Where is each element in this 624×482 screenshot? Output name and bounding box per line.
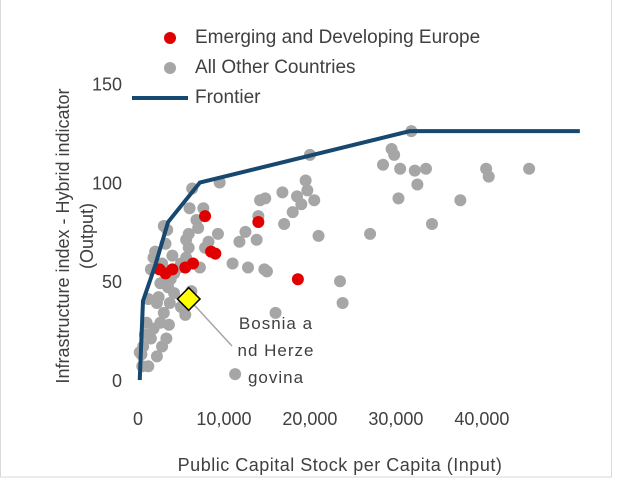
point <box>299 174 312 187</box>
frontier-line <box>137 129 580 381</box>
legend-label: Frontier <box>195 87 261 108</box>
x-tick-label: 30,000 <box>368 409 423 429</box>
point <box>276 186 289 199</box>
x-tick-label: 10,000 <box>196 409 251 429</box>
point <box>162 318 175 331</box>
point <box>392 192 405 205</box>
point <box>336 297 349 309</box>
point <box>482 170 495 183</box>
point <box>183 202 196 215</box>
point <box>252 216 265 229</box>
x-axis-label: Public Capital Stock per Capita (Input) <box>178 455 503 475</box>
point <box>226 257 239 270</box>
y-tick-label: 100 <box>92 173 122 193</box>
point <box>209 247 222 260</box>
point <box>260 265 273 278</box>
point <box>286 206 299 219</box>
point <box>187 257 200 270</box>
point <box>250 233 263 246</box>
y-axis-label: Infrastructure index - Hybrid indicator <box>53 88 73 383</box>
point <box>179 308 192 321</box>
point <box>394 162 407 175</box>
y-tick-label: 0 <box>112 371 122 391</box>
point <box>157 306 170 319</box>
point <box>334 275 347 288</box>
point <box>168 287 181 300</box>
y-axis-label: (Output) <box>77 203 97 269</box>
highlight-point <box>176 286 202 312</box>
point <box>419 162 432 175</box>
point <box>144 332 157 345</box>
x-tick-label: 40,000 <box>454 409 509 429</box>
legend-label: All Other Countries <box>195 57 356 78</box>
point <box>150 350 163 363</box>
point <box>199 210 212 223</box>
legend-label: Emerging and Developing Europe <box>195 27 480 48</box>
point <box>523 162 536 175</box>
point <box>278 218 291 230</box>
point <box>254 194 267 207</box>
point <box>411 178 424 191</box>
y-tick-label: 150 <box>92 75 122 95</box>
chart-border <box>0 0 612 478</box>
point <box>301 184 314 197</box>
point <box>425 218 438 230</box>
y-tick-label: 50 <box>102 272 122 292</box>
point <box>156 340 169 353</box>
annotation-leader <box>188 298 233 347</box>
x-tick-label: 0 <box>133 409 143 429</box>
point <box>295 198 308 211</box>
point <box>454 194 467 207</box>
x-tick-label: 20,000 <box>282 409 337 429</box>
point <box>154 277 167 290</box>
legend-swatch <box>164 32 176 44</box>
point <box>229 368 242 381</box>
point <box>312 229 325 242</box>
point <box>291 273 304 286</box>
point <box>308 194 321 207</box>
annotation: Bosnia and Herzegovina <box>237 314 315 387</box>
point <box>376 158 389 171</box>
point <box>233 235 246 248</box>
point <box>239 225 252 238</box>
point <box>211 227 224 240</box>
point <box>364 227 377 240</box>
legend-swatch <box>164 62 176 74</box>
point <box>242 261 255 274</box>
point <box>388 148 401 161</box>
point <box>166 249 179 262</box>
point <box>408 164 421 177</box>
point <box>163 297 176 309</box>
point <box>269 306 282 319</box>
point <box>182 241 195 254</box>
